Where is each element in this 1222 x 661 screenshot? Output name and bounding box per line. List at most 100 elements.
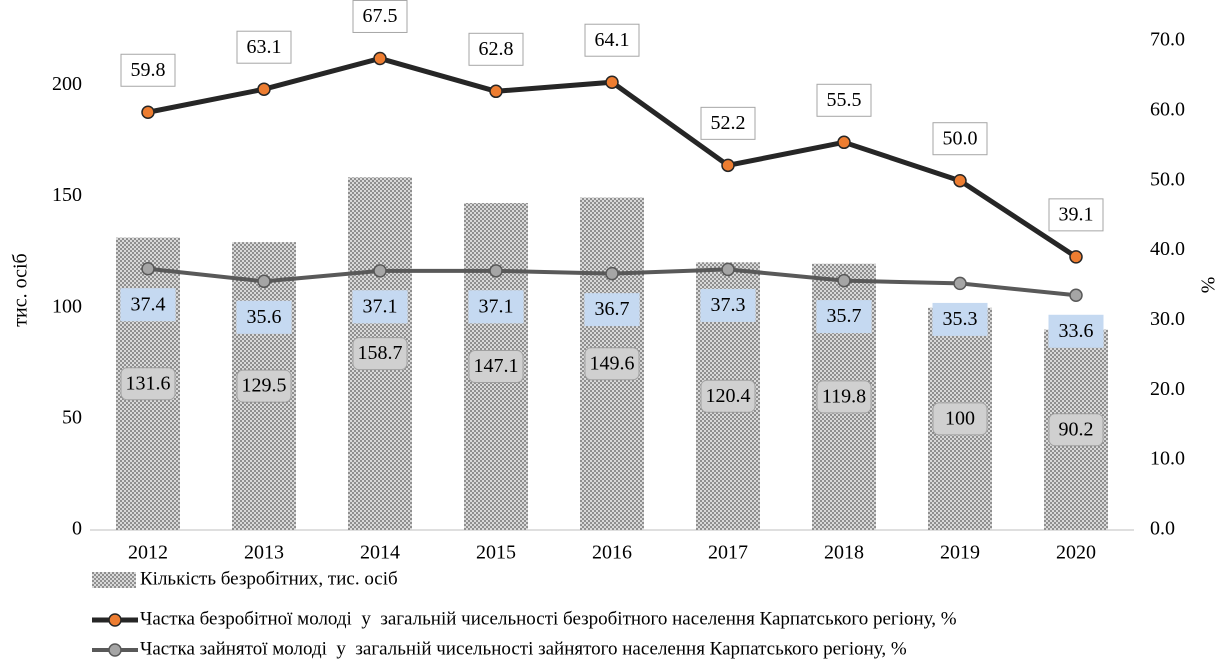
line-value-label: 37.4: [131, 293, 166, 315]
x-tick-label: 2012: [128, 542, 168, 564]
line-value-label: 37.1: [479, 295, 514, 317]
line-value-label-box: [120, 288, 176, 322]
bar-value-label-box: [700, 379, 756, 413]
line-value-label-box: [584, 23, 640, 57]
line-value-label-box: [1048, 198, 1104, 232]
line-value-label: 62.8: [479, 38, 514, 60]
line-value-label-box: [932, 302, 988, 336]
marker: [489, 264, 503, 278]
x-tick-label: 2016: [592, 542, 632, 564]
x-tick-label: 2015: [476, 542, 516, 564]
x-tick-label: 2020: [1056, 542, 1096, 564]
y2-tick-label: 60.0: [1150, 98, 1185, 120]
line-value-label-box: [816, 300, 872, 334]
x-tick-label: 2013: [244, 542, 284, 564]
marker: [721, 262, 735, 277]
line-value-label-box: [236, 30, 292, 64]
line-value-label-box: [700, 288, 756, 322]
line-value-label: 35.6: [247, 306, 282, 328]
line-value-label: 35.3: [943, 308, 978, 330]
line-value-label: 39.1: [1059, 203, 1094, 225]
y2-tick-label: 20.0: [1150, 378, 1185, 400]
x-tick-label: 2017: [708, 542, 748, 564]
y2-tick-label: 50.0: [1150, 168, 1185, 190]
bar-value-label: 119.8: [822, 385, 866, 407]
marker: [1069, 288, 1083, 303]
x-tick-label: 2019: [940, 542, 980, 564]
y-tick-label: 50: [62, 406, 82, 428]
line-value-label-box: [584, 293, 640, 327]
line-value-label-box: [120, 53, 176, 87]
bar-value-label-box: [584, 347, 640, 381]
marker: [605, 266, 619, 281]
line-value-label: 35.7: [827, 305, 862, 327]
bar-value-label-box: [236, 369, 292, 403]
bar-value-label-box: [120, 367, 176, 401]
y2-tick-label: 10.0: [1150, 448, 1185, 470]
bar-value-label: 149.6: [590, 352, 635, 374]
bar-value-label: 120.4: [706, 385, 751, 407]
line-value-label: 37.1: [363, 295, 398, 317]
line-value-label: 33.6: [1059, 320, 1094, 342]
bar-value-label-box: [352, 337, 408, 371]
legend-label: Кількість безробітних, тис. осіб: [140, 568, 398, 589]
y2-tick-label: 30.0: [1150, 308, 1185, 330]
marker: [837, 273, 851, 288]
marker: [141, 261, 155, 276]
bar-value-label: 90.2: [1059, 418, 1094, 440]
legend-marker: [108, 643, 122, 657]
line-value-label: 52.2: [711, 112, 746, 134]
line-value-label: 59.8: [131, 59, 166, 81]
bar-value-label: 147.1: [474, 355, 519, 377]
y-tick-label: 150: [52, 184, 82, 206]
y-tick-label: 100: [52, 295, 82, 317]
line-value-label: 36.7: [595, 298, 630, 320]
y2-tick-label: 0.0: [1150, 518, 1175, 540]
bar-value-label: 100: [945, 407, 975, 429]
line-value-label: 64.1: [595, 29, 630, 51]
line-value-label-box: [816, 83, 872, 117]
line-value-label: 37.3: [711, 294, 746, 316]
marker: [373, 264, 387, 278]
marker: [953, 276, 967, 291]
marker: [721, 158, 735, 173]
marker: [257, 274, 271, 289]
line-value-label-box: [352, 0, 408, 33]
y2-axis-label: %: [1196, 277, 1218, 294]
bar-value-label: 129.5: [242, 375, 287, 397]
legend-label: Частка зайнятої молоді у загальній чисел…: [140, 638, 907, 659]
line-value-label-box: [236, 300, 292, 334]
marker: [141, 105, 155, 120]
line-value-label-box: [932, 122, 988, 156]
bar-value-label-box: [932, 402, 988, 436]
bar-value-label-box: [816, 380, 872, 414]
line-value-label-box: [468, 32, 524, 66]
bar-value-label-box: [468, 350, 524, 384]
legend-marker: [108, 613, 122, 627]
line-value-label-box: [700, 106, 756, 140]
line-value-label-box: [352, 290, 408, 324]
x-tick-label: 2018: [824, 542, 864, 564]
y-tick-label: 0: [72, 518, 82, 540]
legend-swatch: [92, 572, 136, 588]
bar-value-label: 158.7: [358, 342, 403, 364]
marker: [489, 84, 503, 99]
line-value-label: 63.1: [247, 36, 282, 58]
line-value-label: 67.5: [363, 5, 398, 27]
marker: [373, 51, 387, 66]
bar-value-label-box: [1048, 413, 1104, 447]
marker: [257, 82, 271, 96]
y-axis-label: тис. осіб: [10, 253, 32, 326]
marker: [605, 75, 619, 89]
line-value-label-box: [468, 290, 524, 324]
marker: [953, 173, 967, 188]
y-tick-label: 200: [52, 73, 82, 95]
legend-label: Частка безробітної молоді у загальній чи…: [140, 608, 957, 629]
bar-value-label: 131.6: [126, 372, 171, 394]
marker: [837, 135, 851, 150]
y2-tick-label: 40.0: [1150, 238, 1185, 260]
y2-tick-label: 70.0: [1150, 29, 1185, 51]
x-tick-label: 2014: [360, 542, 400, 564]
line-value-label: 50.0: [943, 127, 978, 149]
